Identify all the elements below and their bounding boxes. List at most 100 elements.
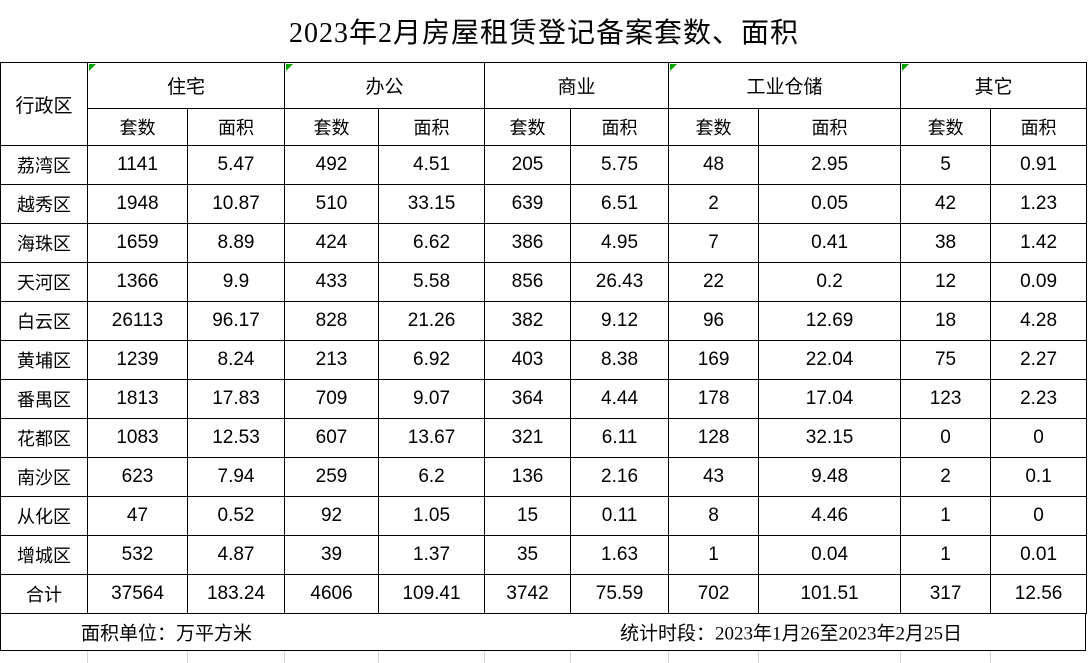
subheader-area-cell[interactable]: 面积 [378,108,486,146]
value-cell[interactable]: 9.07 [378,379,486,419]
value-cell[interactable]: 607 [284,418,380,458]
value-cell[interactable]: 0.52 [186,496,286,536]
value-cell[interactable]: 9.9 [186,262,286,302]
value-cell[interactable]: 4.46 [758,496,902,536]
subheader-area-cell[interactable]: 面积 [186,108,286,146]
value-cell[interactable]: 39 [284,535,380,575]
value-cell[interactable]: 6.92 [378,340,486,380]
value-cell[interactable]: 386 [484,223,572,263]
value-cell[interactable]: 6.11 [570,418,670,458]
value-cell[interactable]: 17.04 [758,379,902,419]
value-cell[interactable]: 0.04 [758,535,902,575]
value-cell[interactable]: 8 [668,496,760,536]
value-cell[interactable]: 136 [484,457,572,497]
district-cell[interactable]: 海珠区 [0,223,88,263]
value-cell[interactable]: 178 [668,379,760,419]
value-cell[interactable]: 213 [284,340,380,380]
value-cell[interactable]: 382 [484,301,572,341]
value-cell[interactable]: 0.11 [570,496,670,536]
value-cell[interactable]: 492 [284,145,380,185]
value-cell[interactable]: 2.23 [990,379,1088,419]
value-cell[interactable]: 0.01 [990,535,1088,575]
value-cell[interactable]: 183.24 [186,574,286,614]
value-cell[interactable]: 1 [900,535,992,575]
value-cell[interactable]: 109.41 [378,574,486,614]
value-cell[interactable]: 1083 [87,418,188,458]
value-cell[interactable]: 123 [900,379,992,419]
value-cell[interactable]: 2.95 [758,145,902,185]
value-cell[interactable]: 205 [484,145,572,185]
value-cell[interactable]: 35 [484,535,572,575]
value-cell[interactable]: 43 [668,457,760,497]
value-cell[interactable]: 702 [668,574,760,614]
value-cell[interactable]: 433 [284,262,380,302]
value-cell[interactable]: 424 [284,223,380,263]
value-cell[interactable]: 75.59 [570,574,670,614]
value-cell[interactable]: 15 [484,496,572,536]
value-cell[interactable]: 42 [900,184,992,224]
value-cell[interactable]: 1.63 [570,535,670,575]
corner-header-cell[interactable]: 行政区 [0,62,88,146]
value-cell[interactable]: 9.48 [758,457,902,497]
value-cell[interactable]: 1.42 [990,223,1088,263]
value-cell[interactable]: 17.83 [186,379,286,419]
value-cell[interactable]: 8.38 [570,340,670,380]
value-cell[interactable]: 6.62 [378,223,486,263]
value-cell[interactable]: 12.69 [758,301,902,341]
value-cell[interactable]: 4.28 [990,301,1088,341]
district-cell[interactable]: 合计 [0,574,88,614]
value-cell[interactable]: 37564 [87,574,188,614]
district-cell[interactable]: 白云区 [0,301,88,341]
value-cell[interactable]: 1813 [87,379,188,419]
district-cell[interactable]: 越秀区 [0,184,88,224]
value-cell[interactable]: 639 [484,184,572,224]
value-cell[interactable]: 12 [900,262,992,302]
value-cell[interactable]: 5.58 [378,262,486,302]
value-cell[interactable]: 21.26 [378,301,486,341]
category-header-cell[interactable]: 办公 [284,62,486,109]
value-cell[interactable]: 169 [668,340,760,380]
value-cell[interactable]: 0.05 [758,184,902,224]
value-cell[interactable]: 4.44 [570,379,670,419]
value-cell[interactable]: 6.2 [378,457,486,497]
value-cell[interactable]: 96.17 [186,301,286,341]
value-cell[interactable]: 1239 [87,340,188,380]
value-cell[interactable]: 2.16 [570,457,670,497]
category-header-cell[interactable]: 工业仓储 [668,62,902,109]
value-cell[interactable]: 0.2 [758,262,902,302]
value-cell[interactable]: 6.51 [570,184,670,224]
district-cell[interactable]: 荔湾区 [0,145,88,185]
value-cell[interactable]: 7 [668,223,760,263]
category-header-cell[interactable]: 住宅 [86,62,286,109]
value-cell[interactable]: 38 [900,223,992,263]
district-cell[interactable]: 从化区 [0,496,88,536]
value-cell[interactable]: 128 [668,418,760,458]
value-cell[interactable]: 2.27 [990,340,1088,380]
value-cell[interactable]: 0.1 [990,457,1088,497]
value-cell[interactable]: 8.89 [186,223,286,263]
subheader-area-cell[interactable]: 面积 [758,108,902,146]
value-cell[interactable]: 12.53 [186,418,286,458]
district-cell[interactable]: 黄埔区 [0,340,88,380]
value-cell[interactable]: 709 [284,379,380,419]
subheader-area-cell[interactable]: 面积 [570,108,670,146]
value-cell[interactable]: 13.67 [378,418,486,458]
value-cell[interactable]: 8.24 [186,340,286,380]
district-cell[interactable]: 番禺区 [0,379,88,419]
value-cell[interactable]: 317 [900,574,992,614]
subheader-count-cell[interactable]: 套数 [484,108,572,146]
subheader-count-cell[interactable]: 套数 [87,108,188,146]
category-header-cell[interactable]: 商业 [484,62,670,109]
value-cell[interactable]: 828 [284,301,380,341]
value-cell[interactable]: 0.09 [990,262,1088,302]
value-cell[interactable]: 4606 [284,574,380,614]
value-cell[interactable]: 321 [484,418,572,458]
value-cell[interactable]: 403 [484,340,572,380]
subheader-area-cell[interactable]: 面积 [990,108,1088,146]
value-cell[interactable]: 5.75 [570,145,670,185]
value-cell[interactable]: 26113 [87,301,188,341]
value-cell[interactable]: 3742 [484,574,572,614]
value-cell[interactable]: 0 [900,418,992,458]
value-cell[interactable]: 1.37 [378,535,486,575]
district-cell[interactable]: 增城区 [0,535,88,575]
